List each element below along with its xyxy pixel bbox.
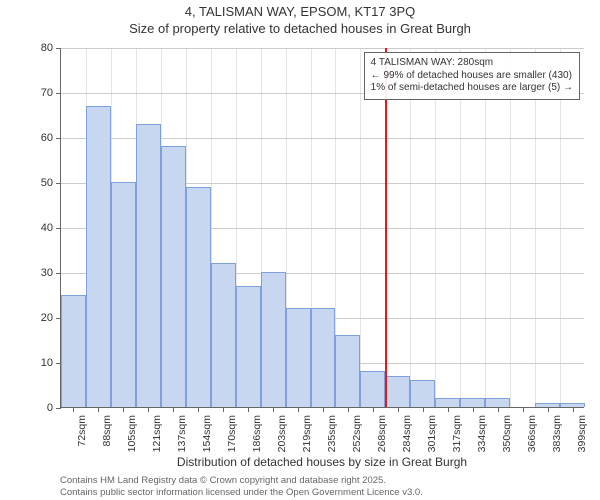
x-tick-label: 350sqm [501,415,513,452]
x-axis-label: Distribution of detached houses by size … [60,455,584,469]
x-tick [498,407,499,412]
x-tick [223,407,224,412]
chart-title-line2: Size of property relative to detached ho… [0,21,600,36]
y-tick-label: 0 [47,402,53,414]
bar [560,403,585,408]
x-tick [148,407,149,412]
x-tick-label: 121sqm [151,415,163,452]
bar [435,398,460,407]
y-tick-label: 50 [41,177,53,189]
reference-vline [385,48,387,407]
chart-title-line1: 4, TALISMAN WAY, EPSOM, KT17 3PQ [0,4,600,19]
x-tick [523,407,524,412]
bar [485,398,510,407]
y-tick-label: 10 [41,357,53,369]
bar [136,124,161,408]
x-tick [248,407,249,412]
callout-line: 4 TALISMAN WAY: 280sqm [371,57,573,70]
bar [460,398,485,407]
x-tick-label: 72sqm [76,415,88,447]
x-tick [173,407,174,412]
chart-titles: 4, TALISMAN WAY, EPSOM, KT17 3PQ Size of… [0,4,600,36]
y-tick-label: 80 [41,42,53,54]
x-tick-label: 284sqm [401,415,413,452]
x-tick [98,407,99,412]
bar [111,182,136,407]
x-tick [348,407,349,412]
bar [211,263,236,407]
callout-line: ← 99% of detached houses are smaller (43… [371,70,573,83]
x-tick-label: 334sqm [476,415,488,452]
x-tick-label: 170sqm [226,415,238,452]
bar [86,106,111,408]
callout-line: 1% of semi-detached houses are larger (5… [371,82,573,95]
footer-attribution: Contains HM Land Registry data © Crown c… [60,475,590,498]
y-tick-label: 40 [41,222,53,234]
bar [311,308,336,407]
y-tick-label: 70 [41,87,53,99]
y-tick-label: 20 [41,312,53,324]
bar [335,335,360,407]
x-tick-label: 88sqm [101,415,113,447]
bar [535,403,560,408]
y-tick-label: 60 [41,132,53,144]
x-tick [448,407,449,412]
x-tick-label: 301sqm [426,415,438,452]
plot-area: 01020304050607080 72sqm88sqm105sqm121sqm… [60,48,584,408]
x-tick-label: 268sqm [376,415,388,452]
bars-group [61,48,584,407]
x-tick-label: 399sqm [576,415,588,452]
x-tick [273,407,274,412]
y-tick-label: 30 [41,267,53,279]
x-tick [398,407,399,412]
chart-container: 4, TALISMAN WAY, EPSOM, KT17 3PQ Size of… [0,0,600,500]
x-tick-label: 252sqm [351,415,363,452]
bar [186,187,211,408]
footer-line2: Contains public sector information licen… [60,487,590,498]
callout-box: 4 TALISMAN WAY: 280sqm← 99% of detached … [364,52,580,100]
x-tick [73,407,74,412]
x-tick-label: 203sqm [276,415,288,452]
bar [61,295,86,408]
x-tick [323,407,324,412]
x-tick-label: 105sqm [126,415,138,452]
x-tick-label: 186sqm [251,415,263,452]
x-tick [573,407,574,412]
x-tick [423,407,424,412]
x-tick-label: 219sqm [301,415,313,452]
x-tick [473,407,474,412]
bar [236,286,261,408]
x-tick [548,407,549,412]
x-tick [198,407,199,412]
x-tick-label: 137sqm [176,415,188,452]
x-tick [298,407,299,412]
bar [410,380,435,407]
footer-line1: Contains HM Land Registry data © Crown c… [60,475,590,486]
x-tick-label: 317sqm [451,415,463,452]
x-tick-label: 154sqm [201,415,213,452]
x-tick [373,407,374,412]
bar [261,272,286,407]
bar [286,308,311,407]
x-tick-label: 383sqm [551,415,563,452]
bar [161,146,186,407]
x-tick-label: 366sqm [526,415,538,452]
bar [385,376,410,408]
y-tick [56,408,61,409]
x-tick [123,407,124,412]
bar [360,371,385,407]
x-tick-label: 235sqm [326,415,338,452]
